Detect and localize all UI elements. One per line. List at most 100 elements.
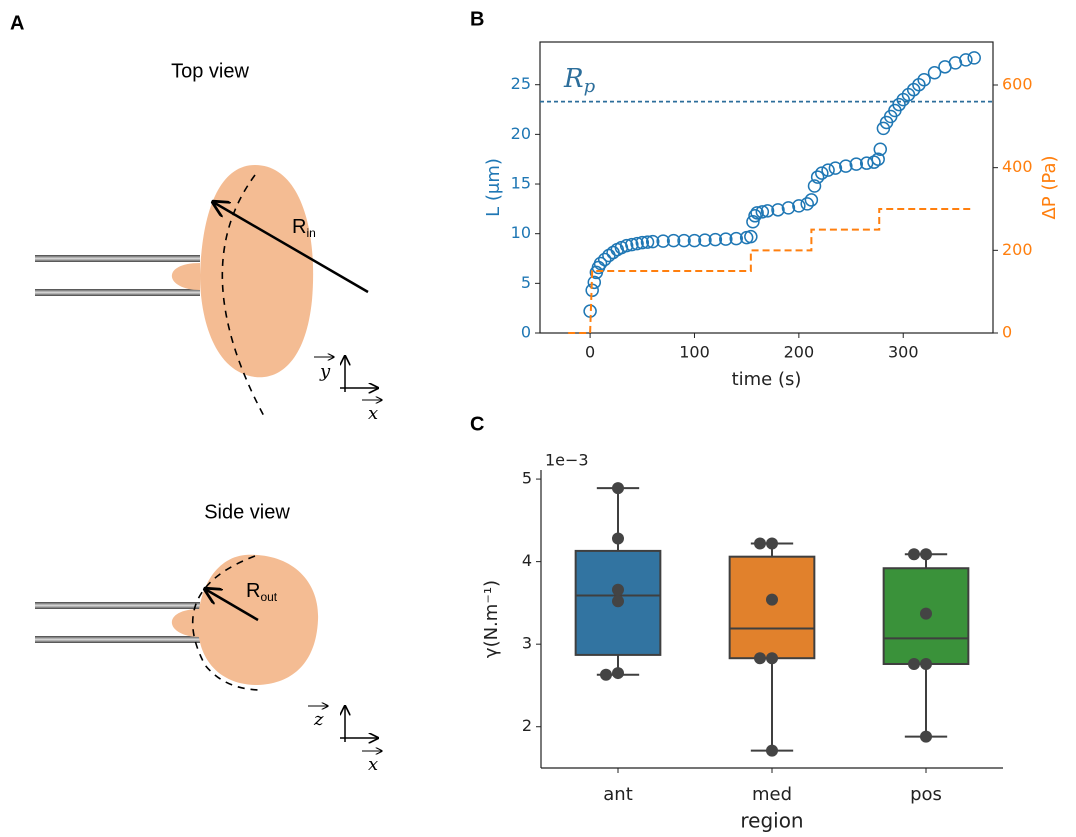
offset-text: 1e−3 (545, 451, 589, 470)
radius-subscript: in (306, 226, 315, 240)
panel-label: A (10, 12, 24, 34)
data-point (908, 657, 920, 670)
axis-name: y (319, 361, 331, 382)
data-point (708, 232, 723, 247)
data-point (920, 657, 932, 670)
axis-name: x (368, 403, 378, 424)
box (728, 555, 816, 660)
x-tick-label: ant (603, 784, 633, 805)
y2-tick-label: 0 (1002, 323, 1012, 342)
data-point (744, 229, 758, 244)
data-point (760, 204, 775, 218)
data-point (729, 231, 743, 246)
pipette-wall (35, 636, 200, 643)
y-tick-label: 3 (522, 634, 532, 653)
data-point (920, 548, 932, 561)
x-tick-label: pos (910, 784, 942, 805)
data-point (597, 252, 612, 267)
cell (200, 165, 314, 378)
y2-tick-label: 400 (1002, 157, 1033, 176)
y2-tick-label: 200 (1002, 240, 1033, 259)
data-point (871, 152, 885, 166)
data-point (839, 159, 853, 173)
x-tick-label: 200 (784, 343, 815, 362)
data-point (593, 256, 608, 271)
data-point (630, 236, 644, 251)
pipette-wall (35, 255, 200, 262)
data-point (766, 537, 778, 550)
y-tick-label: 10 (511, 223, 531, 242)
data-point (612, 532, 624, 545)
data-point (750, 206, 764, 220)
panel-a: A Top view Rin y x Side view Rout z x (10, 12, 382, 775)
data-point (920, 607, 932, 620)
y-tick-label: 5 (522, 469, 532, 488)
data-point (804, 193, 819, 207)
data-point (920, 730, 932, 743)
panel-label: B (470, 8, 484, 30)
data-point (656, 234, 670, 248)
data-point (873, 142, 888, 157)
data-point (719, 232, 733, 246)
data-point (821, 163, 835, 177)
data-point (754, 537, 766, 550)
data-point (908, 548, 920, 561)
data-point (859, 156, 874, 170)
data-point (766, 593, 778, 606)
data-point (766, 744, 778, 757)
data-point (625, 237, 639, 252)
data-point (800, 197, 814, 211)
step-line (568, 207, 974, 334)
data-point (967, 51, 981, 65)
radius-subscript: out (260, 590, 277, 604)
data-point (766, 652, 778, 665)
data-point (612, 583, 624, 596)
data-point (612, 482, 624, 495)
pipette-wall (35, 602, 200, 609)
data-point (612, 667, 624, 680)
y2-tick-label: 600 (1002, 74, 1033, 93)
data-point (619, 238, 634, 253)
data-point (959, 53, 973, 67)
data-point (687, 233, 702, 248)
y2-axis-label: ΔP (Pa) (1039, 155, 1060, 219)
data-point (612, 595, 624, 608)
view-title: Top view (171, 60, 249, 82)
data-point (748, 209, 762, 223)
tongue (171, 609, 200, 637)
data-point (927, 66, 942, 80)
reference-symbol: R (563, 64, 584, 94)
axis-name: z (313, 709, 324, 730)
y-tick-label: 25 (511, 74, 531, 93)
data-point (754, 652, 766, 665)
reference-subscript: p (584, 76, 596, 97)
data-point (600, 668, 612, 681)
data-point (746, 215, 760, 229)
y-tick-label: 4 (522, 551, 532, 570)
y-tick-label: 5 (521, 273, 531, 292)
data-point (677, 233, 691, 248)
data-point (698, 233, 712, 247)
radius-arrow (213, 202, 369, 294)
tongue (171, 263, 200, 290)
data-point (587, 275, 602, 290)
data-point (645, 234, 660, 249)
y-tick-label: 0 (521, 323, 531, 342)
x-tick-label: med (752, 784, 792, 805)
x-axis-label: region (740, 809, 803, 833)
data-point (781, 201, 796, 215)
fit-circle (221, 174, 266, 419)
x-tick-label: 0 (585, 343, 595, 362)
data-point (828, 161, 843, 175)
reference-label: Rp (563, 64, 596, 97)
data-point (810, 170, 825, 184)
data-point (815, 166, 829, 180)
y-tick-label: 15 (511, 174, 531, 193)
data-point (807, 179, 822, 193)
x-tick-label: 300 (888, 343, 919, 362)
data-point (635, 235, 650, 250)
axis-name: x (368, 754, 378, 775)
data-point (640, 235, 655, 249)
y-axis-label: γ(N.m⁻¹) (481, 580, 502, 658)
